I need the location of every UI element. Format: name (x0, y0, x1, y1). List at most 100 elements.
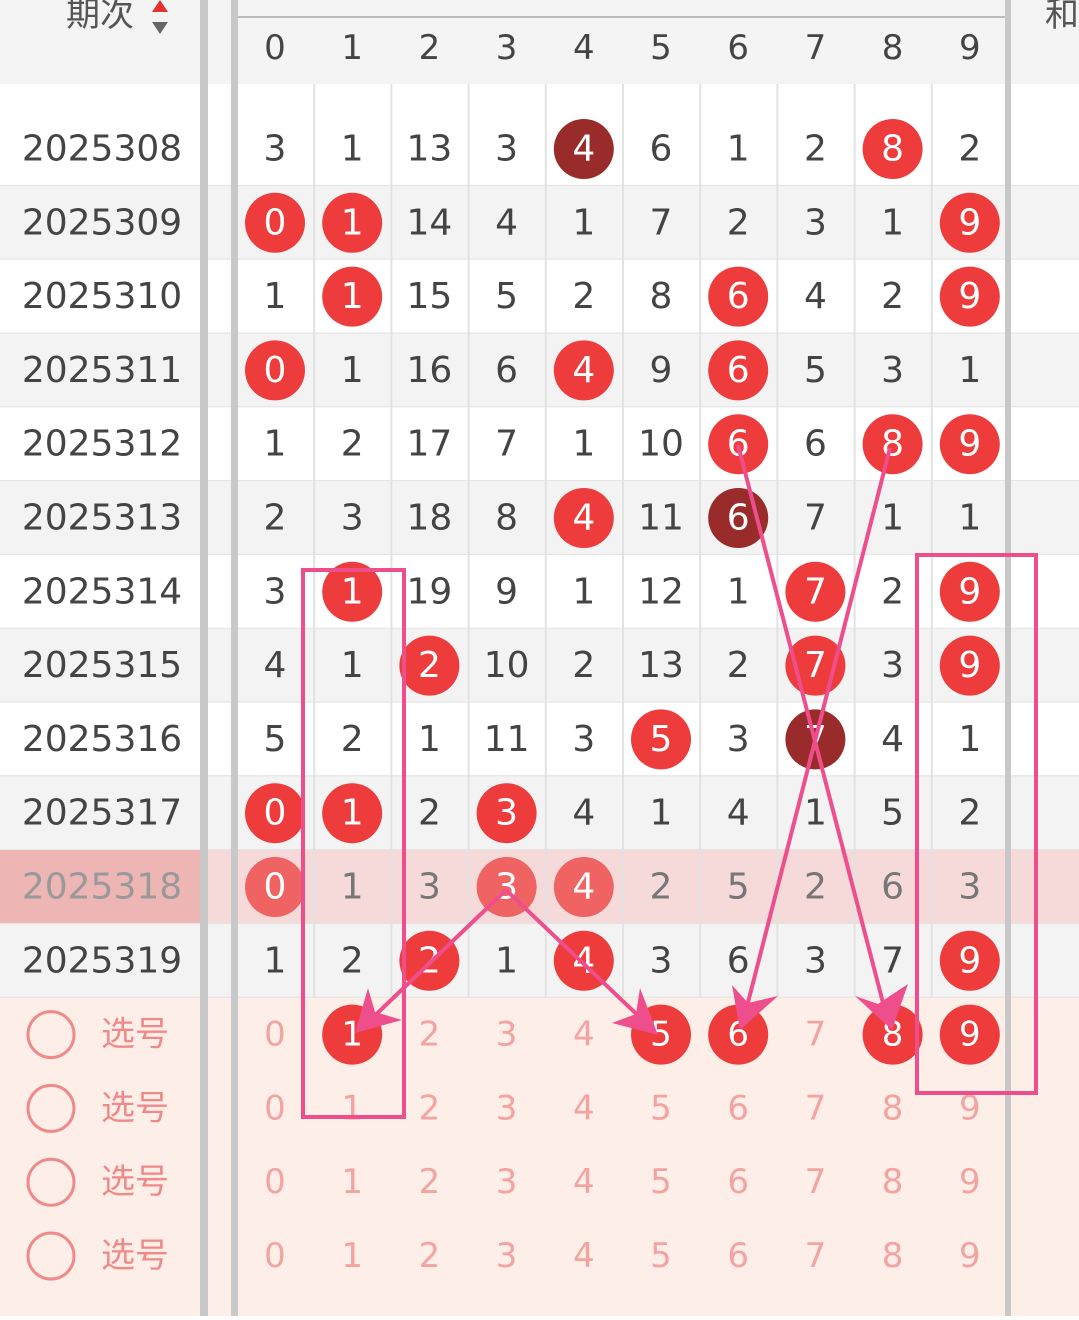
pick-label[interactable]: 选号 (101, 1162, 169, 1202)
cell-value: 2 (804, 867, 827, 908)
period: 2025309 (22, 202, 182, 243)
pick-digit[interactable]: 4 (573, 1162, 595, 1202)
ball (939, 930, 1000, 991)
cell-value: 9 (495, 571, 518, 612)
pick-digit[interactable]: 3 (496, 1088, 518, 1128)
pick-digit[interactable]: 9 (959, 1015, 981, 1055)
pick-digit[interactable]: 6 (727, 1162, 749, 1202)
cell-value: 5 (881, 793, 904, 834)
ball (553, 857, 614, 917)
cell-value: 2 (881, 571, 904, 612)
pick-digit[interactable]: 8 (882, 1088, 904, 1128)
pick-digit[interactable]: 1 (341, 1088, 363, 1128)
cell-value: 5 (264, 719, 287, 760)
cell-value: 1 (958, 498, 981, 539)
ball (245, 340, 305, 401)
cell-value: 3 (418, 867, 441, 908)
pick-digit[interactable]: 2 (419, 1015, 441, 1055)
cell-value: 8 (650, 276, 673, 317)
pick-label[interactable]: 选号 (101, 1236, 169, 1276)
cell-value: 1 (341, 276, 364, 317)
pick-digit[interactable]: 0 (264, 1162, 286, 1202)
cell-value: 4 (572, 350, 595, 391)
cell-value: 4 (495, 202, 518, 243)
sort-down[interactable] (152, 22, 168, 34)
pick-digit[interactable]: 5 (650, 1162, 672, 1202)
cell-value: 9 (958, 571, 981, 612)
cell-value: 18 (406, 498, 452, 539)
pick-digit[interactable]: 5 (650, 1088, 672, 1128)
pick-digit[interactable]: 7 (805, 1015, 827, 1055)
cell-value: 9 (958, 276, 981, 317)
cell-value: 6 (804, 424, 827, 465)
cell-value: 14 (406, 202, 452, 243)
pick-digit[interactable]: 7 (805, 1162, 827, 1202)
pick-digit[interactable]: 4 (573, 1236, 595, 1276)
column-header: 0 (264, 28, 286, 68)
cell-value: 6 (881, 867, 904, 908)
cell-value: 9 (650, 350, 673, 391)
pick-digit[interactable]: 4 (573, 1015, 595, 1055)
row-bg (0, 554, 1079, 629)
cell-value: 2 (341, 424, 364, 465)
header-bar (0, 0, 1079, 84)
cell-value: 2 (341, 719, 364, 760)
pick-digit[interactable]: 0 (264, 1015, 286, 1055)
row-bg (0, 185, 1079, 260)
pick-digit[interactable]: 9 (959, 1088, 981, 1128)
cell-value: 2 (264, 498, 287, 539)
ball (553, 488, 614, 548)
cell-value: 3 (495, 793, 518, 834)
pick-digit[interactable]: 5 (650, 1015, 672, 1055)
pick-digit[interactable]: 1 (341, 1236, 363, 1276)
row-bg (0, 628, 1079, 703)
pick-digit[interactable]: 6 (727, 1088, 749, 1128)
pick-digit[interactable]: 5 (650, 1236, 672, 1276)
cell-value: 5 (495, 276, 518, 317)
cell-value: 9 (958, 940, 981, 981)
cell-value: 1 (495, 940, 518, 981)
pick-digit[interactable]: 4 (573, 1088, 595, 1128)
pick-digit[interactable]: 7 (805, 1088, 827, 1128)
cell-value: 2 (341, 940, 364, 981)
cell-value: 4 (572, 498, 595, 539)
pick-label[interactable]: 选号 (101, 1015, 169, 1055)
pick-toggle[interactable] (26, 1083, 76, 1133)
period: 2025310 (22, 276, 182, 317)
pick-digit[interactable]: 9 (959, 1236, 981, 1276)
pick-digit[interactable]: 8 (882, 1162, 904, 1202)
pick-digit[interactable]: 6 (727, 1236, 749, 1276)
pick-label[interactable]: 选号 (101, 1088, 169, 1128)
box (915, 553, 1038, 1095)
pick-toggle[interactable] (26, 1010, 76, 1060)
pick-toggle[interactable] (26, 1157, 76, 1207)
row-bg (0, 776, 1079, 851)
cell-value: 4 (804, 276, 827, 317)
pick-digit[interactable]: 0 (264, 1088, 286, 1128)
period-header[interactable]: 期次 (66, 0, 134, 35)
pick-digit[interactable]: 3 (496, 1236, 518, 1276)
pick-digit[interactable]: 1 (341, 1162, 363, 1202)
pick-digit[interactable]: 9 (959, 1162, 981, 1202)
pick-digit[interactable]: 3 (496, 1162, 518, 1202)
pick-digit[interactable]: 2 (419, 1088, 441, 1128)
pick-digit[interactable]: 0 (264, 1236, 286, 1276)
cell-value: 4 (727, 793, 750, 834)
pick-digit[interactable]: 2 (419, 1236, 441, 1276)
pick-digit[interactable]: 8 (882, 1236, 904, 1276)
cell-value: 11 (484, 719, 530, 760)
cell-value: 2 (572, 645, 595, 686)
row-bg (0, 702, 1079, 777)
ball (322, 266, 383, 327)
pick-digit[interactable]: 3 (496, 1015, 518, 1055)
period: 2025317 (22, 793, 182, 834)
pick-digit[interactable]: 7 (805, 1236, 827, 1276)
column-header: 1 (341, 28, 363, 68)
sort-up[interactable] (152, 0, 168, 12)
cell-value: 10 (484, 645, 530, 686)
row-bg (0, 481, 1079, 555)
pick-toggle[interactable] (26, 1231, 76, 1281)
cell-value: 1 (881, 202, 904, 243)
pick-digit[interactable]: 2 (419, 1162, 441, 1202)
